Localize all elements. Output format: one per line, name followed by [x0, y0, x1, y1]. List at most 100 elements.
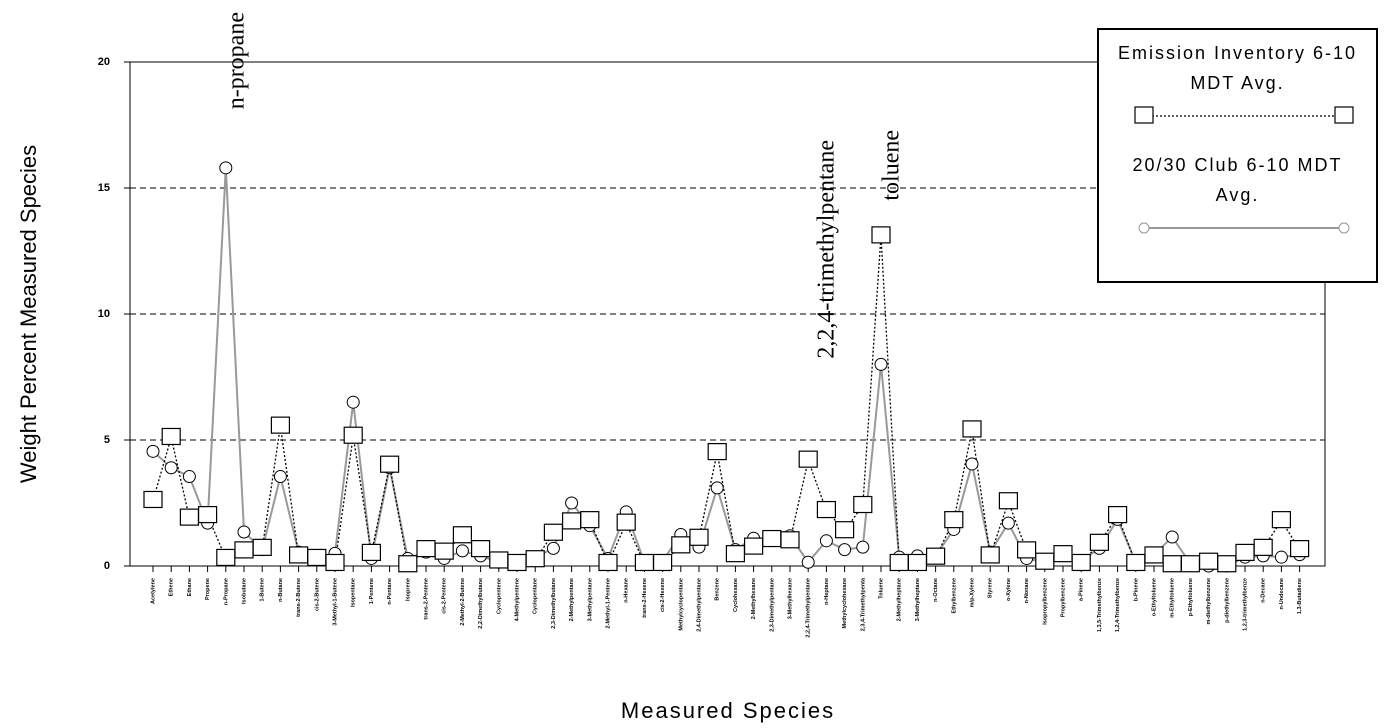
data-point — [252, 538, 272, 556]
x-tick-label: n-Octane — [933, 578, 939, 602]
x-tick-label: 1,2,3-trimethylbenze — [1242, 578, 1248, 631]
data-point — [1180, 555, 1201, 573]
x-tick-label: Cyclopentene — [496, 578, 502, 614]
data-point — [1162, 555, 1182, 573]
data-point — [455, 544, 469, 558]
x-tick-label: n-Propane — [223, 578, 229, 605]
data-point — [1271, 511, 1292, 529]
x-tick-label: n-Pentane — [387, 578, 393, 605]
x-tick-label: 1-Butene — [260, 578, 266, 602]
data-point — [398, 555, 418, 573]
data-point — [307, 548, 327, 567]
x-tick-label: 1-Pentene — [369, 578, 375, 604]
annotation: 2,2,4-trimethylpentane — [814, 140, 840, 359]
data-point — [216, 548, 236, 567]
data-point — [856, 540, 870, 554]
data-point — [198, 506, 218, 524]
data-point — [1107, 506, 1128, 524]
x-tick-label: n-Hexane — [624, 578, 630, 603]
legend-swatch — [1138, 222, 1350, 234]
y-tick-label: 0 — [104, 560, 110, 572]
data-point — [710, 481, 724, 495]
x-tick-label: 2,3-Dimethylpentane — [769, 578, 775, 632]
data-point — [598, 553, 618, 572]
data-point — [273, 470, 287, 484]
legend-swatch — [1134, 106, 1354, 124]
data-point — [1089, 533, 1110, 551]
data-point — [1235, 543, 1255, 562]
x-tick-label: m-Ethyltoluene — [1170, 578, 1176, 618]
data-point — [689, 528, 709, 546]
x-tick-label: Ethene — [169, 578, 175, 596]
legend-marker — [1138, 222, 1150, 234]
legend-marker — [1334, 106, 1354, 124]
x-tick-label: p-Ethyltoluene — [1188, 578, 1194, 616]
legend: Emission Inventory 6-10 MDT Avg. 20/30 Cl… — [1097, 28, 1378, 283]
data-point — [889, 553, 909, 572]
data-point — [1016, 541, 1037, 559]
x-tick-label: b-Pinene — [1133, 578, 1139, 601]
data-point — [838, 543, 852, 557]
legend-label: 20/30 Club 6-10 MDT Avg. — [1132, 155, 1343, 205]
data-point — [634, 553, 655, 572]
x-tick-label: Cyclopentane — [533, 578, 539, 614]
x-tick-label: 2,3,4-Trimethylpenta — [860, 577, 866, 631]
data-point — [489, 551, 509, 569]
data-point — [1165, 530, 1179, 544]
data-point — [325, 553, 345, 572]
data-point — [944, 511, 964, 529]
x-tick-label: trans-2-Hexene — [642, 578, 648, 618]
legend-marker — [1134, 106, 1154, 124]
data-point — [289, 546, 309, 564]
data-point — [543, 523, 564, 541]
x-tick-label: trans-2-Butene — [296, 578, 302, 617]
data-point — [1126, 553, 1146, 572]
data-point — [962, 420, 982, 438]
x-tick-label: 2,2-Dimethylbutane — [478, 578, 484, 629]
data-point — [361, 543, 381, 562]
data-point — [762, 529, 782, 548]
data-point — [925, 547, 946, 565]
data-point — [874, 357, 888, 371]
data-point — [798, 450, 818, 468]
data-point — [1274, 550, 1288, 564]
data-point — [1053, 545, 1073, 563]
data-point — [671, 536, 691, 554]
data-point — [146, 444, 160, 458]
data-point — [780, 531, 800, 549]
x-tick-label: 1,3-Butadiene — [1297, 578, 1303, 614]
data-point — [525, 550, 545, 568]
x-tick-label: 2-Methyl-2-Butene — [460, 578, 466, 626]
x-tick-label: 4-Methylpentene — [514, 578, 520, 621]
x-tick-label: Methylcyclohexane — [842, 578, 848, 628]
data-point — [434, 542, 454, 560]
series-line — [152, 235, 1301, 566]
x-tick-label: Toluene — [878, 578, 884, 599]
x-tick-label: o-Xylene — [1006, 578, 1012, 601]
data-point — [834, 521, 855, 539]
data-point — [1253, 538, 1273, 556]
data-point — [1198, 552, 1219, 570]
x-tick-label: m/p-Xylene — [969, 578, 975, 607]
x-tick-label: n-Butane — [278, 578, 284, 602]
legend-label: Emission Inventory 6-10 MDT Avg. — [1117, 43, 1358, 93]
x-tick-label: 3-Methylpentane — [587, 578, 593, 621]
x-tick-label: n-Undecane — [1279, 578, 1285, 609]
legend-marker — [1338, 222, 1350, 234]
x-axis-label: Measured Species — [621, 698, 835, 723]
data-point — [380, 455, 400, 473]
x-tick-label: cis-2-Hexene — [660, 578, 666, 612]
x-tick-label: n-Heptane — [824, 578, 830, 605]
annotation: n-propane — [224, 12, 250, 109]
data-point — [561, 512, 582, 530]
data-point — [179, 508, 199, 526]
x-tick-label: 2-Methylpentane — [569, 578, 575, 621]
data-point — [346, 395, 360, 409]
data-point — [1035, 552, 1055, 570]
x-tick-label: 2-Methylheptane — [897, 578, 903, 621]
data-point — [416, 540, 436, 558]
data-point — [143, 490, 163, 509]
data-point — [616, 513, 636, 531]
x-tick-label: Ethane — [187, 578, 193, 596]
